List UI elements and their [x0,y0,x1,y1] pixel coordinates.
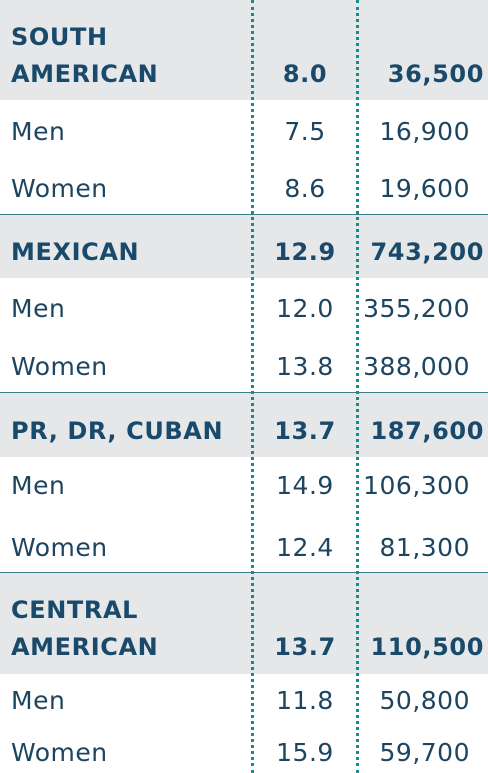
table-row-men: Men 7.5 16,900 [0,100,488,158]
row-label: Men [11,471,66,500]
group-row-pr-dr-cuban: PR, DR, CUBAN 13.7 187,600 [0,393,488,457]
group-row-central-american: CENTRAL AMERICAN 13.7 110,500 [0,573,488,674]
row-label: Men [11,117,66,146]
group-label-line: AMERICAN [11,633,159,661]
row-count: 16,900 [379,117,470,146]
row-label: Women [11,352,108,381]
row-rate: 12.0 [276,294,334,323]
group-count: 743,200 [370,238,484,266]
row-count: 355,200 [363,294,470,323]
table-row-men: Men 14.9 106,300 [0,457,488,515]
row-label: Women [11,738,108,767]
table-row-women: Women 13.8 388,000 [0,335,488,393]
row-count: 50,800 [379,686,470,715]
table-row-men: Men 12.0 355,200 [0,278,488,335]
column-divider [356,0,359,773]
group-rate: 13.7 [274,633,336,661]
row-label: Women [11,533,108,562]
group-count: 110,500 [370,633,484,661]
table-row-women: Women 8.6 19,600 [0,158,488,215]
group-rate: 8.0 [282,60,328,88]
row-rate: 15.9 [276,738,334,767]
row-label: Men [11,294,66,323]
row-rate: 12.4 [276,533,334,562]
row-rate: 8.6 [284,174,326,203]
table-row-men: Men 11.8 50,800 [0,674,488,727]
row-label: Women [11,174,108,203]
group-rate: 13.7 [274,417,336,445]
row-count: 106,300 [363,471,470,500]
row-rate: 13.8 [276,352,334,381]
group-label-line: AMERICAN [11,60,159,88]
row-rate: 14.9 [276,471,334,500]
group-label-line: CENTRAL [11,596,139,624]
row-rate: 7.5 [284,117,326,146]
group-count: 36,500 [387,60,484,88]
row-count: 81,300 [379,533,470,562]
row-count: 59,700 [379,738,470,767]
table-row-women: Women 15.9 59,700 [0,727,488,773]
row-label: Men [11,686,66,715]
table-row-women: Women 12.4 81,300 [0,515,488,573]
row-count: 19,600 [379,174,470,203]
group-count: 187,600 [370,417,484,445]
group-row-mexican: MEXICAN 12.9 743,200 [0,215,488,278]
group-rate: 12.9 [274,238,336,266]
group-row-south-american: SOUTH AMERICAN 8.0 36,500 [0,0,488,100]
group-label-line: SOUTH [11,23,108,51]
column-divider [251,0,254,773]
group-label-line: MEXICAN [11,238,140,266]
row-rate: 11.8 [276,686,334,715]
row-count: 388,000 [363,352,470,381]
group-label-line: PR, DR, CUBAN [11,417,224,445]
